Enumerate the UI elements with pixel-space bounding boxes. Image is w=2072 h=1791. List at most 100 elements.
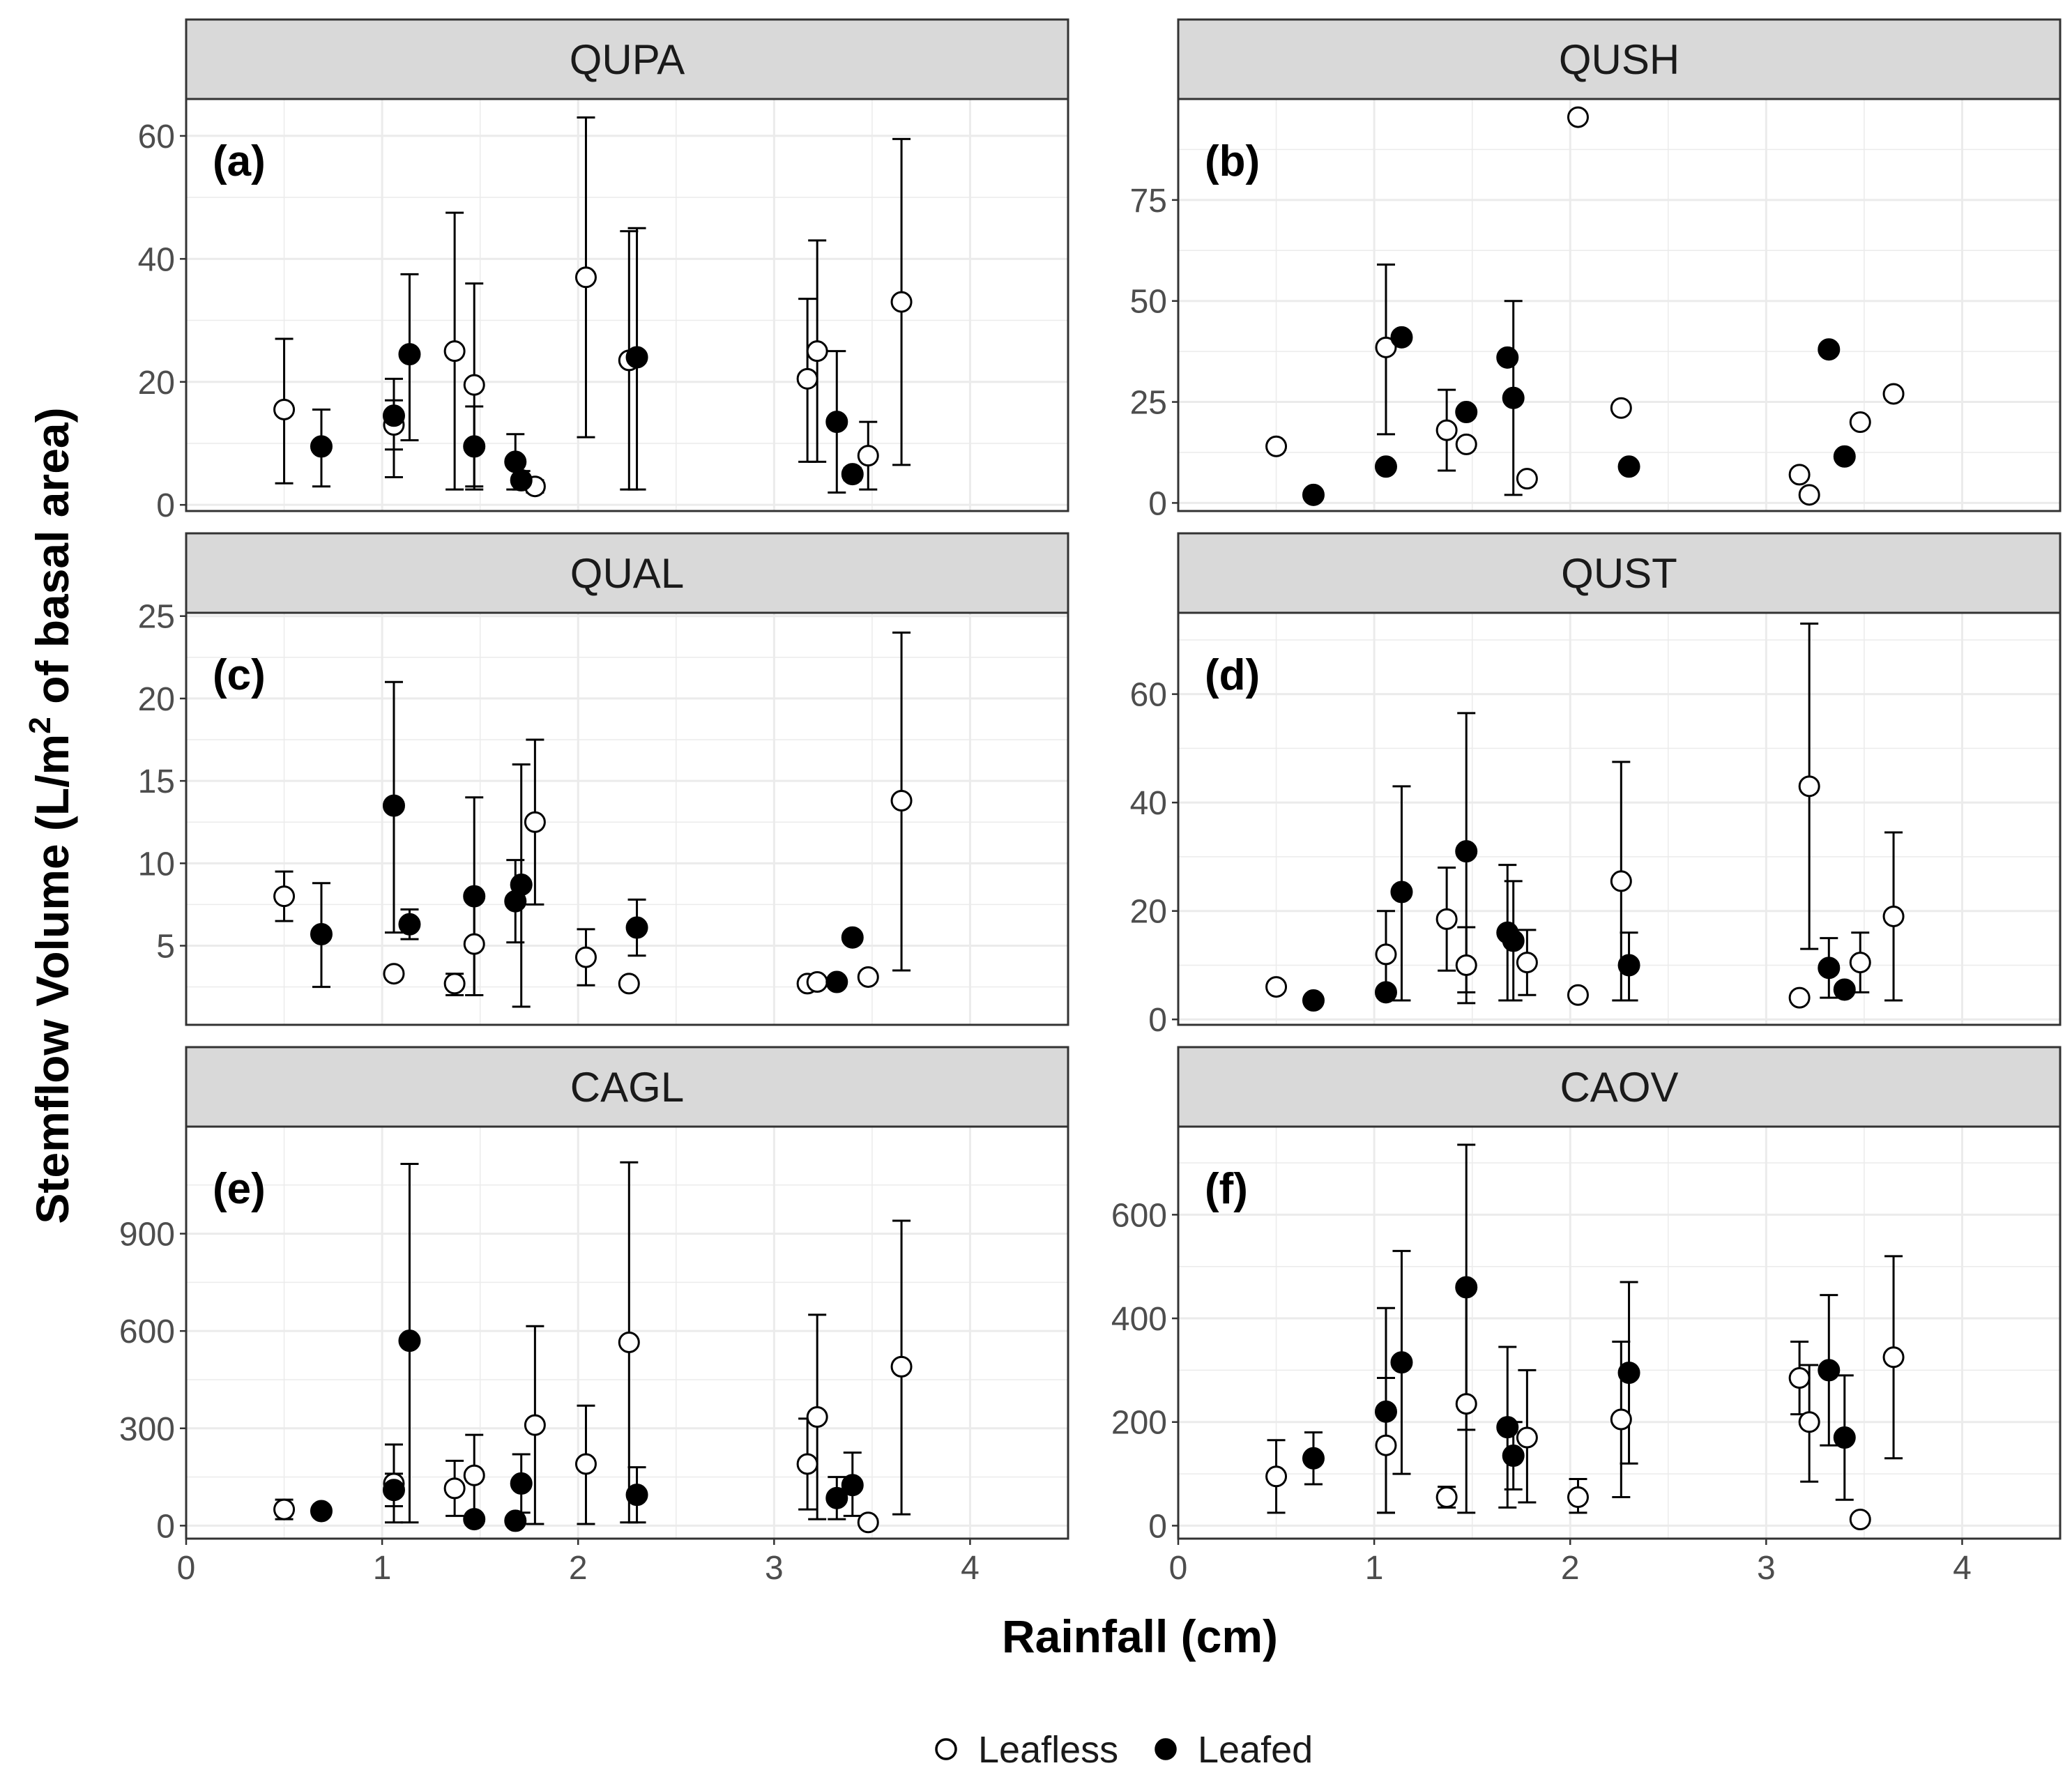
leafed-point (1818, 1359, 1841, 1382)
y-tick-label: 20 (138, 365, 175, 402)
leafed-point (382, 1479, 405, 1502)
leafless-point (463, 1464, 485, 1486)
leafless-point (524, 1414, 546, 1436)
y-axis-title-tail: of basal area) (26, 407, 78, 717)
y-tick-label: 0 (1148, 1508, 1167, 1545)
y-tick-label: 40 (138, 241, 175, 278)
y-tick-label: 20 (138, 681, 175, 718)
leafless-point (1455, 954, 1477, 976)
leafless-point (1516, 468, 1538, 490)
panel-qupa: QUPA 0 20 40 60 (a) (138, 18, 1069, 524)
leafless-point (1788, 1367, 1811, 1389)
leafless-point (1455, 1393, 1477, 1415)
leafed-point (398, 913, 421, 936)
leafless-point (806, 1405, 828, 1428)
leafed-point (310, 922, 333, 945)
leafed-point (841, 926, 864, 949)
leafed-point (1390, 881, 1413, 904)
leafed-point (510, 1472, 533, 1495)
leafless-point (618, 1331, 640, 1353)
leafless-point (443, 973, 466, 995)
leafed-point (841, 463, 864, 486)
leafless-point (574, 1453, 597, 1475)
plot-background (186, 613, 1068, 1025)
y-tick-label: 5 (156, 929, 175, 966)
leafless-point (273, 885, 296, 908)
panel-border (1177, 98, 2062, 512)
leafless-point (806, 971, 828, 993)
leafed-point (625, 1484, 648, 1507)
leafless-point (574, 266, 597, 289)
y-tick-label: 600 (1111, 1197, 1167, 1234)
leafed-point (463, 1508, 486, 1531)
leafless-point (1567, 106, 1589, 128)
panel-letter-label: (a) (213, 137, 266, 185)
x-tick-label: 2 (569, 1550, 588, 1587)
y-tick-label: 300 (119, 1411, 175, 1448)
leafed-point (1833, 445, 1856, 468)
leafed-point (1818, 338, 1841, 361)
x-tick-label: 4 (961, 1550, 980, 1587)
leafed-point (1496, 346, 1519, 369)
plot-background (186, 99, 1068, 511)
leafed-point (841, 1474, 864, 1497)
y-axis-title-main: Stemflow Volume (L/m (26, 734, 78, 1224)
x-tick-label: 0 (177, 1550, 196, 1587)
leafed-point (1502, 1445, 1525, 1468)
panel-border (185, 1125, 1069, 1540)
x-tick-label: 3 (765, 1550, 784, 1587)
leafless-point (857, 966, 879, 988)
leafed-point (1496, 1416, 1519, 1439)
strip-background (1177, 532, 2062, 614)
leafless-point (1610, 870, 1632, 892)
leafless-point (463, 933, 485, 955)
strip-background (185, 1046, 1069, 1128)
panel-letter-label: (f) (1205, 1165, 1248, 1213)
leafed-point (1374, 455, 1397, 478)
leafless-point (1798, 775, 1820, 798)
y-tick-label: 25 (138, 599, 175, 636)
leafed-point (398, 343, 421, 366)
leafed-point (625, 346, 648, 369)
x-tick-label: 4 (1953, 1550, 1972, 1587)
leafed-point (504, 1509, 527, 1532)
leafless-point (1375, 1434, 1397, 1456)
leafed-point (463, 435, 486, 458)
panel-border (185, 98, 1069, 512)
leafed-point (1390, 326, 1413, 349)
leafless-point (1375, 336, 1397, 358)
leafed-point (1502, 929, 1525, 952)
y-tick-label: 0 (156, 1508, 175, 1545)
leafed-point (382, 794, 405, 817)
leafless-point (1265, 1465, 1288, 1488)
leafless-point (1455, 433, 1477, 455)
leafed-point (1818, 957, 1841, 980)
leafed-point (1502, 386, 1525, 409)
y-axis-title-superscript: 2 (23, 717, 57, 733)
y-tick-label: 50 (1130, 284, 1167, 321)
leafless-point (1798, 1411, 1820, 1433)
strip-title: QUST (1561, 550, 1677, 597)
y-tick-label: 200 (1111, 1405, 1167, 1442)
strip-background (1177, 1046, 2062, 1128)
y-tick-label: 900 (119, 1217, 175, 1253)
leafless-point (463, 374, 485, 396)
leafed-point (1302, 1447, 1325, 1470)
legend-label-leafed: Leafed (1198, 1729, 1313, 1771)
y-tick-label: 600 (119, 1313, 175, 1350)
leafed-point (1617, 1362, 1640, 1385)
leafless-point (1610, 397, 1632, 419)
leafless-point (1567, 984, 1589, 1006)
panel-qush: QUSH 0 25 50 75 (b) (1130, 18, 2062, 522)
leafless-point (524, 811, 546, 833)
strip-title: CAOV (1560, 1064, 1678, 1111)
leafless-point (1882, 383, 1905, 405)
leafed-point (310, 435, 333, 458)
y-tick-label: 0 (1148, 485, 1167, 522)
leafed-point (1374, 1400, 1397, 1423)
leafed-point (1374, 981, 1397, 1004)
leafless-point (857, 445, 879, 467)
leafed-point (510, 468, 533, 491)
facet-panels: QUPA0204060(a)QUSH0255075(b)QUAL51015202… (119, 18, 2062, 1587)
leafed-point (1833, 978, 1856, 1001)
